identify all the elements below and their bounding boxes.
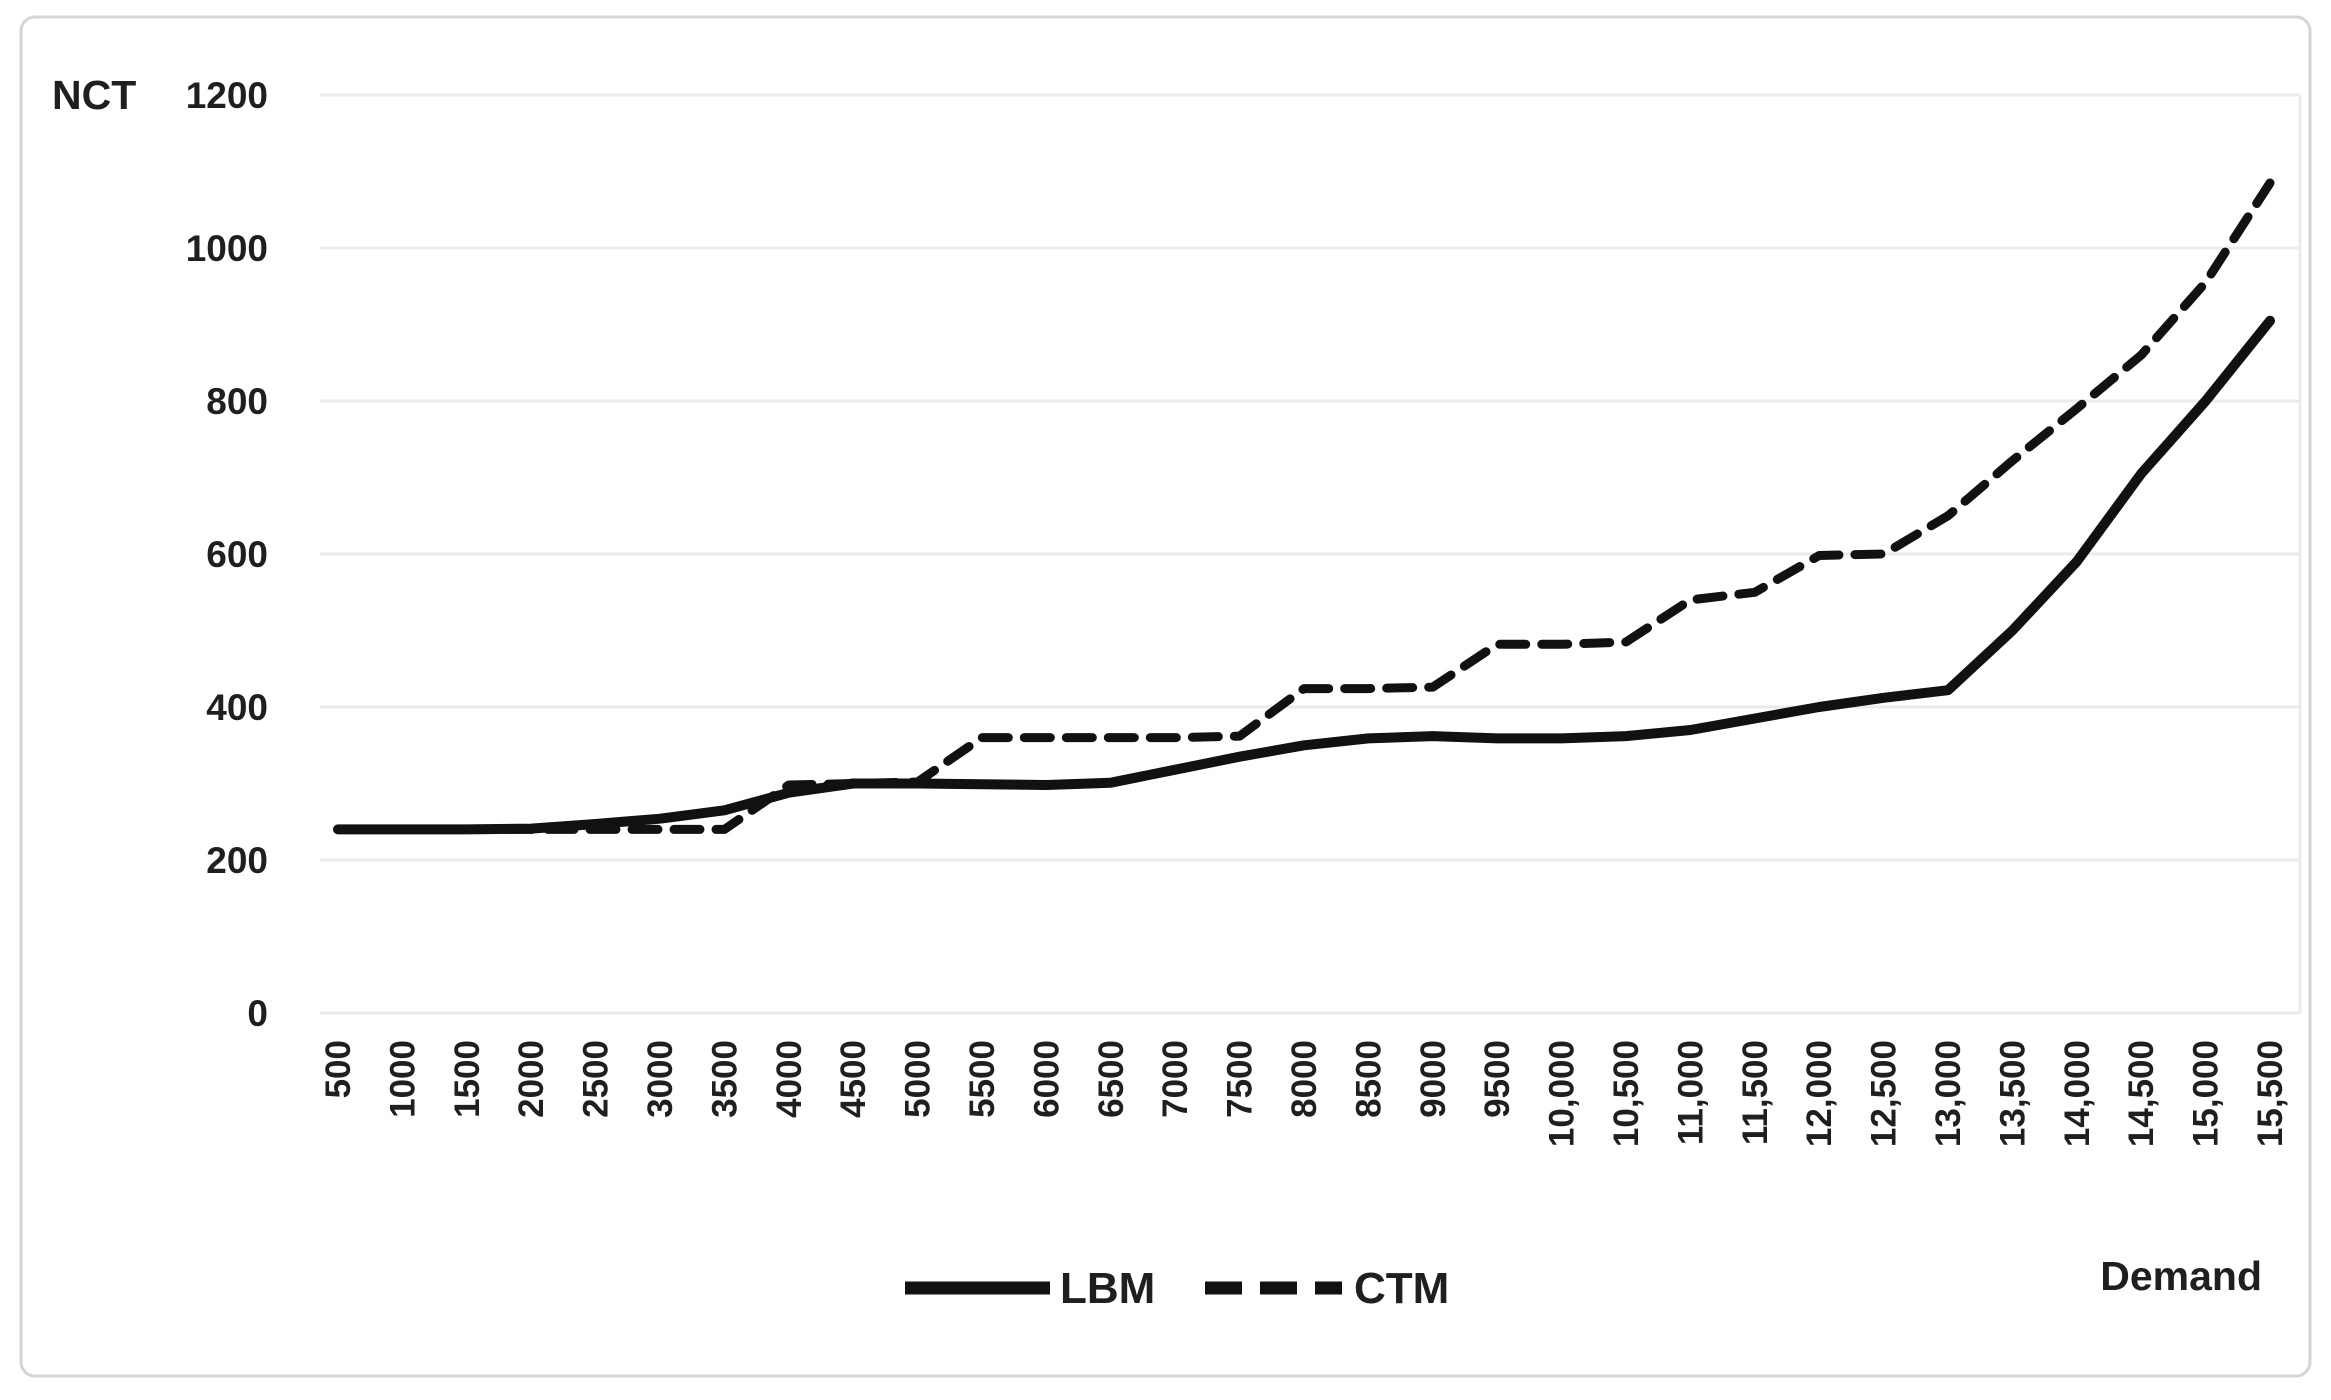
x-tick-label-12000: 12,000 — [1800, 1040, 1839, 1147]
x-tick-label-4500: 4500 — [834, 1040, 873, 1118]
x-tick-label-9500: 9500 — [1478, 1040, 1517, 1118]
x-tick-label-6500: 6500 — [1092, 1040, 1131, 1118]
x-tick-label-10500: 10,500 — [1607, 1040, 1646, 1147]
x-tick-label-1500: 1500 — [448, 1040, 487, 1118]
x-tick-label-500: 500 — [319, 1040, 358, 1098]
x-axis-title: Demand — [2100, 1253, 2262, 1299]
legend-lbm-label: LBM — [1060, 1264, 1155, 1313]
x-tick-label-8000: 8000 — [1285, 1040, 1324, 1118]
legend: LBM CTM — [905, 1264, 1449, 1313]
x-tick-label-1000: 1000 — [383, 1040, 422, 1118]
x-tick-label-6000: 6000 — [1027, 1040, 1066, 1118]
x-tick-label-7000: 7000 — [1156, 1040, 1195, 1118]
x-tick-label-13000: 13,000 — [1929, 1040, 1968, 1147]
y-tick-label-1000: 1000 — [186, 228, 268, 269]
y-axis-tick-labels: 0 200 400 600 800 1000 1200 — [186, 75, 268, 1034]
y-tick-label-400: 400 — [206, 687, 268, 728]
x-tick-label-8500: 8500 — [1349, 1040, 1388, 1118]
y-axis-title: NCT — [52, 72, 136, 118]
y-tick-label-600: 600 — [206, 534, 268, 575]
x-tick-label-10000: 10,000 — [1543, 1040, 1582, 1147]
x-tick-label-7500: 7500 — [1221, 1040, 1260, 1118]
x-tick-label-5500: 5500 — [963, 1040, 1002, 1118]
x-tick-label-3000: 3000 — [641, 1040, 680, 1118]
y-tick-label-0: 0 — [247, 993, 268, 1034]
x-tick-label-11500: 11,500 — [1736, 1040, 1775, 1145]
x-tick-label-13500: 13,500 — [1993, 1040, 2032, 1147]
y-tick-label-1200: 1200 — [186, 75, 268, 116]
x-axis-tick-labels: 500 1000 1500 2000 2500 3000 3500 4000 4500 5000 5… — [319, 1040, 2290, 1147]
chart-frame-border — [19, 15, 2312, 1378]
legend-ctm-label: CTM — [1354, 1264, 1449, 1313]
x-tick-label-14500: 14,500 — [2122, 1040, 2161, 1147]
x-tick-label-5000: 5000 — [899, 1040, 938, 1118]
x-tick-label-15500: 15,500 — [2251, 1040, 2290, 1147]
x-tick-label-2500: 2500 — [577, 1040, 616, 1118]
y-tick-label-800: 800 — [206, 381, 268, 422]
series-line-lbm — [333, 315, 2275, 835]
x-tick-label-11000: 11,000 — [1671, 1040, 1710, 1145]
series-line-ctm — [333, 178, 2275, 834]
x-tick-label-4000: 4000 — [770, 1040, 809, 1118]
x-tick-label-2000: 2000 — [512, 1040, 551, 1118]
x-tick-label-12500: 12,500 — [1865, 1040, 1904, 1147]
gridlines — [320, 93, 2302, 1015]
x-tick-label-14000: 14,000 — [2058, 1040, 2097, 1147]
x-tick-label-3500: 3500 — [705, 1040, 744, 1118]
series-lines — [333, 178, 2275, 835]
x-tick-label-15000: 15,000 — [2187, 1040, 2226, 1147]
y-tick-label-200: 200 — [206, 840, 268, 881]
x-tick-label-9000: 9000 — [1414, 1040, 1453, 1118]
